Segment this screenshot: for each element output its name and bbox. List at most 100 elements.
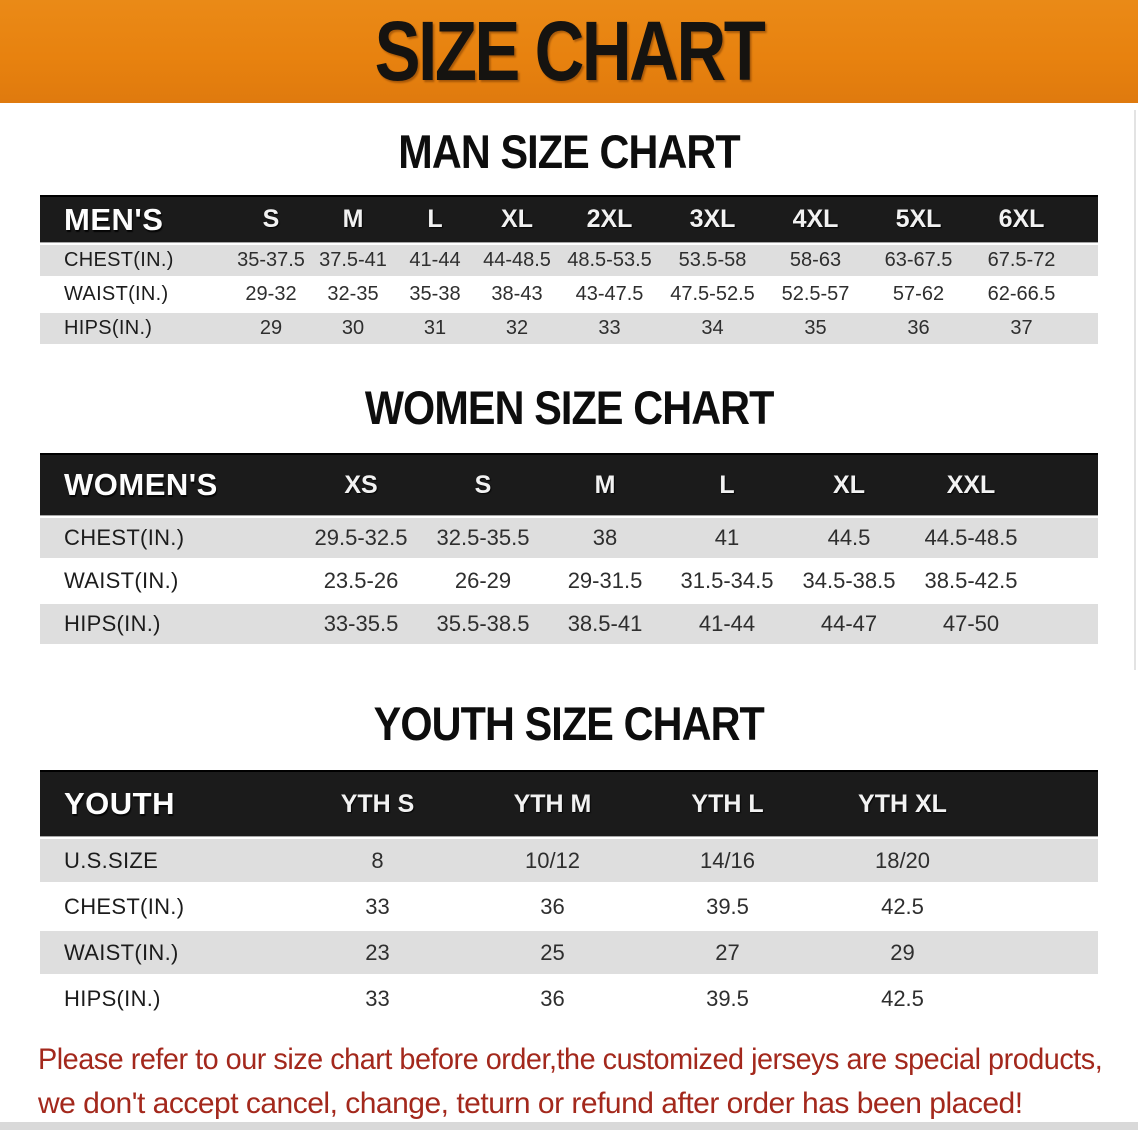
size-cell: 29-32 xyxy=(245,283,297,305)
size-column-header: YTH L xyxy=(691,789,764,818)
size-cell: 32.5-35.5 xyxy=(436,525,530,550)
size-cell: 44-48.5 xyxy=(483,249,551,271)
row-label: WAIST(IN.) xyxy=(64,939,179,965)
size-cell: 39.5 xyxy=(706,985,749,1011)
womens-size-table: WOMEN'S XS S M L XL XXL CHEST(IN.) 29.5-32.5 32.5… xyxy=(40,453,1098,647)
table-row: WAIST(IN.) 23 25 27 29 xyxy=(40,931,1098,974)
table-label: MEN'S xyxy=(64,201,164,237)
right-edge-line xyxy=(1134,110,1136,670)
size-cell: 33 xyxy=(598,317,621,339)
size-column-header: 6XL xyxy=(998,205,1045,233)
row-label: HIPS(IN.) xyxy=(64,985,161,1011)
size-cell: 41-44 xyxy=(698,611,756,636)
size-cell: 29 xyxy=(259,317,283,339)
row-label: CHEST(IN.) xyxy=(64,893,185,919)
size-cell: 44.5-48.5 xyxy=(924,525,1018,550)
size-cell: 33 xyxy=(365,893,390,919)
table-row: CHEST(IN.) 29.5-32.5 32.5-35.5 38 41 44.5 44.5… xyxy=(40,518,1098,558)
size-cell: 30 xyxy=(341,317,365,339)
size-column-header: 5XL xyxy=(895,205,942,233)
size-cell: 57-62 xyxy=(892,283,945,305)
table-row: CHEST(IN.) 33 36 39.5 42.5 xyxy=(40,885,1098,928)
size-cell: 38.5-42.5 xyxy=(924,568,1018,593)
size-cell: 36 xyxy=(540,985,565,1011)
size-cell: 38 xyxy=(592,525,618,550)
size-cell: 52.5-57 xyxy=(781,283,850,305)
disclaimer-line-1: Please refer to our size chart before or… xyxy=(38,1043,1103,1076)
size-cell: 35.5-38.5 xyxy=(436,611,530,636)
size-column-header: S xyxy=(474,470,492,499)
table-row: WAIST(IN.) 29-32 32-35 35-38 38-43 43-47.5 47.… xyxy=(40,279,1098,310)
size-cell: 26-29 xyxy=(454,568,512,593)
table-row: WAIST(IN.) 23.5-26 26-29 29-31.5 31.5-34.5 34… xyxy=(40,561,1098,601)
table-row: HIPS(IN.) 29 30 31 32 33 34 35 36 37 xyxy=(40,313,1098,344)
size-cell: 37.5-41 xyxy=(319,249,387,271)
size-column-header: L xyxy=(719,470,735,499)
size-chart-banner: SIZE CHART xyxy=(0,0,1138,103)
size-cell: 23 xyxy=(365,939,390,965)
man-size-chart-heading: MAN SIZE CHART xyxy=(0,124,1138,179)
size-cell: 48.5-53.5 xyxy=(567,249,652,271)
table-header-row: YOUTH YTH S YTH M YTH L YTH XL xyxy=(40,770,1098,836)
row-label: CHEST(IN.) xyxy=(64,525,185,550)
size-column-header: XXL xyxy=(946,470,996,499)
disclaimer-line-2: we don't accept cancel, change, teturn o… xyxy=(38,1087,1023,1120)
size-cell: 29-31.5 xyxy=(567,568,643,593)
size-cell: 29.5-32.5 xyxy=(314,525,408,550)
women-size-chart-heading-text: WOMEN SIZE CHART xyxy=(364,381,775,434)
size-cell: 35-38 xyxy=(409,283,461,305)
table-row: U.S.SIZE 8 10/12 14/16 18/20 xyxy=(40,839,1098,882)
row-label: HIPS(IN.) xyxy=(64,317,153,339)
size-column-header: XL xyxy=(501,205,533,233)
row-label: CHEST(IN.) xyxy=(64,249,174,271)
size-cell: 25 xyxy=(540,939,565,965)
size-cell: 41-44 xyxy=(409,249,461,271)
size-cell: 63-67.5 xyxy=(884,249,953,271)
size-column-header: 4XL xyxy=(792,205,839,233)
size-cell: 34.5-38.5 xyxy=(802,568,896,593)
size-cell: 58-63 xyxy=(789,249,842,271)
size-cell: 39.5 xyxy=(706,893,749,919)
size-cell: 44-47 xyxy=(820,611,878,636)
size-column-header: YTH XL xyxy=(858,789,947,818)
size-cell: 32-35 xyxy=(327,283,379,305)
size-column-header: 2XL xyxy=(586,205,633,233)
size-cell: 44.5 xyxy=(827,525,871,550)
size-column-header: L xyxy=(427,205,443,233)
size-cell: 38.5-41 xyxy=(567,611,643,636)
size-cell: 8 xyxy=(371,847,384,873)
size-chart-title: SIZE CHART xyxy=(374,4,766,98)
size-cell: 42.5 xyxy=(881,893,924,919)
size-cell: 33 xyxy=(365,985,390,1011)
size-cell: 18/20 xyxy=(874,847,931,873)
size-cell: 67.5-72 xyxy=(987,249,1056,271)
row-label: WAIST(IN.) xyxy=(64,283,169,305)
row-label: HIPS(IN.) xyxy=(64,611,161,636)
table-row: CHEST(IN.) 35-37.5 37.5-41 41-44 44-48.5 48.5… xyxy=(40,245,1098,276)
man-size-chart-heading-text: MAN SIZE CHART xyxy=(398,125,740,178)
size-cell: 62-66.5 xyxy=(987,283,1056,305)
size-column-header: YTH M xyxy=(513,789,592,818)
size-cell: 36 xyxy=(907,317,930,339)
size-cell: 35-37.5 xyxy=(237,249,305,271)
size-column-header: XL xyxy=(833,470,865,499)
size-cell: 47-50 xyxy=(942,611,1000,636)
size-column-header: M xyxy=(342,205,364,233)
size-cell: 35 xyxy=(804,317,827,339)
size-cell: 14/16 xyxy=(699,847,756,873)
size-cell: 53.5-58 xyxy=(678,249,747,271)
size-cell: 31.5-34.5 xyxy=(680,568,774,593)
size-cell: 27 xyxy=(715,939,740,965)
size-cell: 33-35.5 xyxy=(323,611,399,636)
table-header-row: WOMEN'S XS S M L XL XXL xyxy=(40,453,1098,515)
table-row: HIPS(IN.) 33 36 39.5 42.5 xyxy=(40,977,1098,1020)
size-cell: 23.5-26 xyxy=(323,568,399,593)
mens-size-table: MEN'S S M L XL 2XL 3XL 4XL 5XL 6XL CHEST(IN.) 35-37… xyxy=(40,195,1098,347)
size-cell: 47.5-52.5 xyxy=(670,283,755,305)
table-header-row: MEN'S S M L XL 2XL 3XL 4XL 5XL 6XL xyxy=(40,195,1098,242)
table-row: HIPS(IN.) 33-35.5 35.5-38.5 38.5-41 41-44 44-… xyxy=(40,604,1098,644)
size-cell: 36 xyxy=(540,893,565,919)
size-column-header: YTH S xyxy=(340,789,415,818)
size-column-header: 3XL xyxy=(689,205,736,233)
row-label: WAIST(IN.) xyxy=(64,568,179,593)
